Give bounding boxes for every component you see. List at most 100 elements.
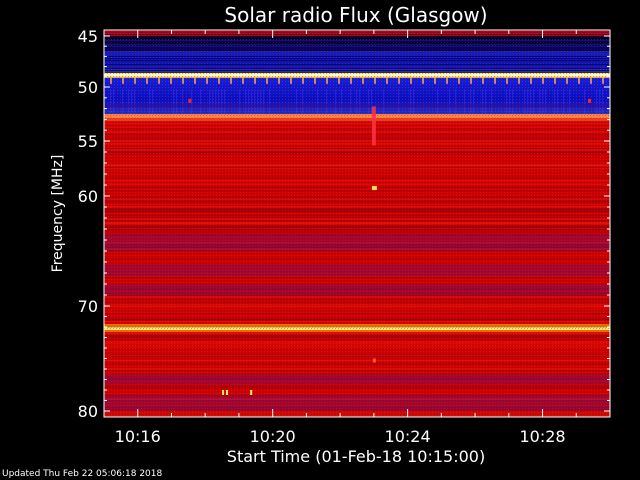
texture-line (104, 201, 610, 203)
x-tick-label: 10:28 (519, 427, 565, 446)
texture-band (104, 74, 610, 76)
texture-line (173, 89, 174, 114)
texture-line (248, 89, 249, 114)
texture-line (398, 89, 399, 114)
texture-line (104, 231, 610, 233)
texture-band (104, 374, 610, 385)
texture-line (104, 354, 610, 356)
texture-line (104, 288, 610, 290)
texture-line (569, 89, 570, 114)
texture-line (482, 89, 483, 114)
burst-column (371, 106, 376, 146)
texture-line (104, 66, 610, 67)
texture-line (539, 89, 540, 114)
texture-line (104, 363, 610, 365)
texture-line (104, 128, 610, 130)
texture-line (104, 206, 610, 208)
texture-line (104, 302, 610, 304)
texture-line (296, 89, 297, 114)
texture-dot (542, 77, 544, 84)
texture-line (371, 89, 372, 114)
texture-line (104, 199, 610, 201)
texture-dot (110, 77, 112, 84)
texture-line (260, 89, 261, 114)
texture-line (104, 412, 610, 414)
texture-line (104, 386, 610, 388)
texture-line (104, 152, 610, 154)
texture-line (104, 72, 610, 73)
texture-line (410, 89, 411, 114)
texture-line (215, 89, 216, 114)
texture-dot (158, 77, 160, 84)
texture-line (104, 319, 610, 321)
texture-line (509, 89, 510, 114)
texture-line (350, 89, 351, 114)
texture-line (104, 306, 610, 308)
texture-line (104, 190, 610, 192)
texture-line (302, 89, 303, 114)
texture-dot (350, 77, 352, 84)
texture-dot (134, 77, 136, 84)
texture-dot (530, 77, 532, 84)
texture-line (104, 293, 610, 295)
y-axis-label: Frequency [MHz] (50, 155, 66, 273)
texture-line (104, 134, 610, 136)
texture-line (104, 258, 610, 260)
texture-line (245, 89, 246, 114)
texture-dot (170, 77, 172, 84)
texture-line (104, 304, 610, 306)
texture-dot (290, 77, 292, 84)
texture-line (584, 89, 585, 114)
texture-dot (578, 77, 580, 84)
texture-dot (554, 77, 556, 84)
texture-dot (374, 77, 376, 84)
y-tick-label: 60 (78, 187, 98, 206)
texture-line (104, 250, 610, 252)
texture-dot (398, 77, 400, 84)
spike-dot (222, 390, 225, 395)
texture-dot (338, 77, 340, 84)
texture-band (104, 284, 610, 295)
texture-line (104, 234, 610, 236)
texture-line (191, 89, 192, 114)
texture-line (455, 89, 456, 114)
texture-line (104, 177, 610, 179)
texture-line (104, 148, 610, 150)
texture-line (104, 140, 610, 142)
texture-dot (458, 77, 460, 84)
texture-line (104, 34, 610, 35)
texture-line (104, 321, 610, 323)
texture-line (113, 89, 114, 114)
texture-line (269, 89, 270, 114)
x-tick-label: 10:20 (250, 427, 296, 446)
texture-line (224, 89, 225, 114)
texture-line (104, 36, 610, 37)
texture-line (104, 360, 610, 362)
plot-area (103, 29, 611, 418)
texture-line (104, 215, 610, 217)
texture-line (554, 89, 555, 114)
texture-line (104, 56, 610, 57)
texture-line (176, 89, 177, 114)
texture-dot (302, 77, 304, 84)
texture-line (257, 89, 258, 114)
texture-line (104, 218, 610, 220)
texture-line (104, 407, 610, 409)
texture-line (149, 89, 150, 114)
texture-line (104, 398, 610, 400)
texture-line (104, 127, 610, 129)
texture-line (104, 242, 610, 244)
texture-line (209, 89, 210, 114)
texture-dot (314, 77, 316, 84)
texture-line (368, 89, 369, 114)
texture-line (104, 368, 610, 370)
texture-line (599, 89, 600, 114)
texture-line (104, 58, 610, 59)
texture-line (104, 225, 610, 227)
texture-dot (182, 77, 184, 84)
burst-spot (371, 186, 377, 191)
updated-timestamp: Updated Thu Feb 22 05:06:18 2018 (2, 469, 163, 479)
texture-line (545, 89, 546, 114)
y-tick-label: 50 (78, 78, 98, 97)
